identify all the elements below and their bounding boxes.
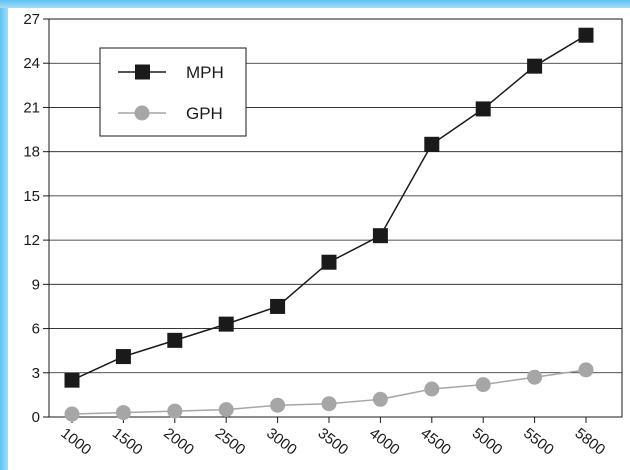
mph-point: [475, 101, 491, 117]
x-tick-label: 4500: [417, 425, 454, 459]
x-tick-label: 2500: [212, 425, 249, 459]
legend: MPH GPH: [99, 47, 247, 137]
y-tick-label: 27: [23, 11, 40, 28]
mph-point: [270, 298, 286, 314]
x-tick-label: 5800: [572, 425, 609, 459]
mph-point: [321, 254, 337, 270]
gph-point: [527, 369, 543, 385]
y-tick-label: 18: [23, 144, 40, 161]
gph-point: [372, 391, 388, 407]
y-tick-label: 6: [32, 321, 40, 338]
y-tick-label: 9: [32, 276, 40, 293]
gph-point: [475, 377, 491, 393]
gph-point: [218, 402, 234, 418]
mph-point: [218, 316, 234, 332]
mph-point: [424, 136, 440, 152]
mph-point: [372, 228, 388, 244]
legend-box: [99, 47, 247, 137]
legend-swatch-circle: [134, 105, 150, 121]
x-tick-label: 1000: [58, 425, 95, 459]
y-tick-label: 3: [32, 365, 40, 382]
gph-point: [64, 406, 80, 422]
legend-label-gph: GPH: [186, 104, 223, 123]
x-tick-label: 1500: [109, 425, 146, 459]
mph-point: [578, 27, 594, 43]
mph-point: [527, 58, 543, 74]
gph-point: [115, 405, 131, 421]
gph-point: [424, 381, 440, 397]
x-tick-label: 3500: [315, 425, 352, 459]
gph-point: [578, 362, 594, 378]
mph-point: [64, 372, 80, 388]
gph-point: [167, 403, 183, 419]
x-tick-label: 4000: [366, 425, 403, 459]
frame-border-top: [0, 0, 630, 8]
series-layer: [64, 27, 594, 422]
y-tick-label: 15: [23, 188, 40, 205]
gph-point: [270, 397, 286, 413]
gph-point: [321, 396, 337, 412]
x-tick-label: 5500: [520, 425, 557, 459]
legend-swatch-square: [135, 64, 150, 80]
y-tick-label: 21: [23, 99, 40, 116]
y-tick-label: 0: [32, 409, 40, 426]
x-tick-label: 3000: [263, 425, 300, 459]
legend-label-mph: MPH: [186, 63, 224, 82]
x-tick-label: 2000: [160, 425, 197, 459]
y-tick-label: 12: [23, 232, 40, 249]
frame-border-left: [0, 0, 8, 470]
mph-point: [167, 332, 183, 348]
mph-point: [115, 349, 131, 365]
y-tick-label: 24: [23, 55, 40, 72]
x-tick-label: 5000: [469, 425, 506, 459]
